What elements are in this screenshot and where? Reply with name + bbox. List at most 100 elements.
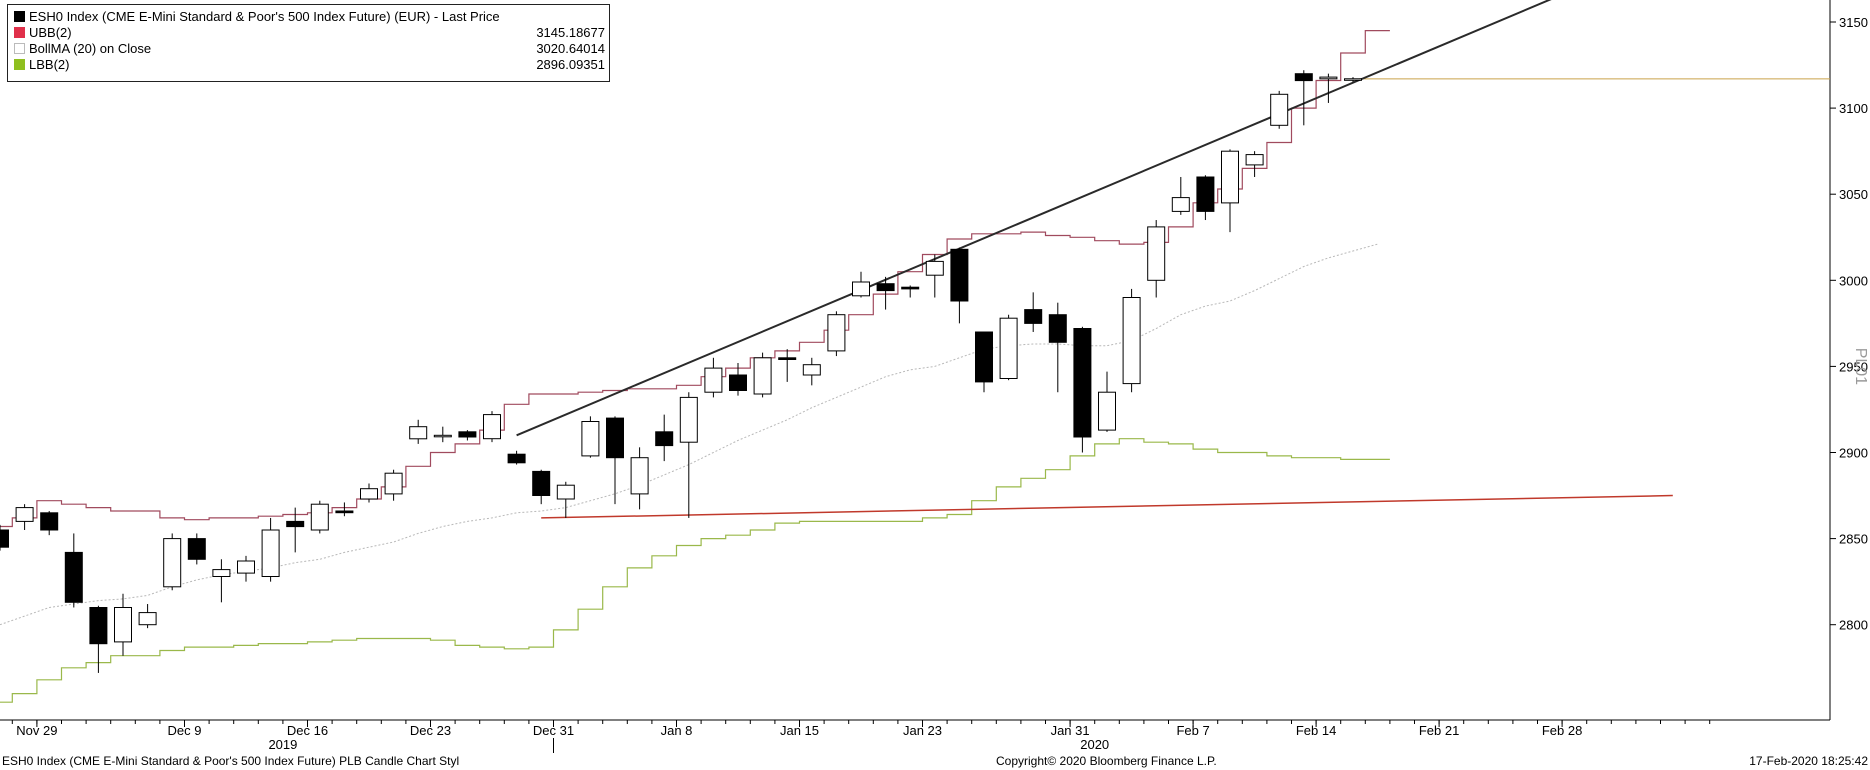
x-tick-label: Nov 29 — [16, 723, 57, 738]
resistance-trendline — [516, 0, 1552, 437]
candle-body — [704, 367, 723, 393]
candle-body — [1319, 76, 1338, 80]
candle-body — [360, 488, 378, 500]
candle-body — [433, 434, 452, 438]
x-tick-label: Feb 7 — [1176, 723, 1209, 738]
candle-body — [655, 431, 674, 447]
x-tick-label: Feb 28 — [1542, 723, 1582, 738]
candle-body — [999, 317, 1018, 380]
footer-copyright: Copyright© 2020 Bloomberg Finance L.P. — [996, 754, 1217, 768]
candle-body — [286, 520, 305, 528]
candle-body — [409, 426, 428, 440]
legend-item-price: ESH0 Index (CME E-Mini Standard & Poor's… — [14, 8, 605, 24]
candle-body — [64, 551, 83, 603]
candle-body — [852, 281, 870, 297]
legend-item-ubb: UBB(2) 3145.18677 — [14, 24, 605, 40]
candle-body — [40, 512, 59, 531]
legend-label: UBB(2) — [29, 24, 72, 40]
candle-body — [89, 607, 108, 645]
x-tick-label: Dec 23 — [410, 723, 451, 738]
candle-body — [1024, 309, 1043, 324]
x-year-label: 2019 — [268, 737, 297, 752]
candle-body — [556, 484, 575, 500]
candle-body — [679, 396, 698, 443]
candle-body — [802, 364, 821, 376]
candle-body — [1073, 328, 1092, 438]
candle-body — [753, 357, 772, 395]
legend-swatch-ubb — [14, 26, 25, 38]
candle-body — [925, 260, 944, 276]
candle-body — [507, 453, 526, 464]
x-tick-label: Dec 16 — [287, 723, 328, 738]
candle-body — [1294, 73, 1313, 82]
legend-swatch-lbb — [14, 58, 25, 70]
x-tick-label: Dec 9 — [168, 723, 202, 738]
y-tick-label: 2850 — [1839, 532, 1868, 547]
candle-body — [581, 421, 600, 457]
candle-body — [1048, 314, 1067, 343]
y-tick-label: 2800 — [1839, 618, 1868, 633]
x-tick-label: Dec 31 — [533, 723, 574, 738]
candle-body — [1245, 154, 1264, 166]
x-tick-label: Jan 31 — [1051, 723, 1090, 738]
candle-body — [114, 607, 132, 643]
candle-body — [261, 529, 280, 577]
y-tick-label: 2950 — [1839, 359, 1868, 374]
candle-body — [212, 569, 231, 577]
x-tick-label: Feb 14 — [1296, 723, 1336, 738]
legend-value: 3145.18677 — [536, 24, 605, 40]
ubb-series — [0, 30, 1390, 528]
candle-body — [163, 538, 182, 588]
legend-value: 2896.09351 — [536, 56, 605, 72]
legend-item-lbb: LBB(2) 2896.09351 — [14, 56, 605, 72]
candle-body — [187, 538, 206, 560]
footer-timestamp: 17-Feb-2020 18:25:42 — [1749, 754, 1868, 768]
y-tick-label: 3100 — [1839, 101, 1868, 116]
candle-body — [384, 472, 403, 495]
candle-body — [310, 503, 329, 531]
candle-body — [630, 457, 649, 495]
legend-item-ma: BollMA (20) on Close 3020.64014 — [14, 40, 605, 56]
candle-body — [1098, 391, 1116, 431]
candle-body — [950, 248, 969, 302]
legend-swatch-ma — [14, 42, 25, 54]
candle-body — [876, 283, 895, 292]
x-tick-label: Jan 23 — [903, 723, 942, 738]
x-year-label: 2020 — [1080, 737, 1109, 752]
candle-body — [729, 374, 747, 391]
lbb-series — [0, 438, 1390, 703]
y-tick-label: 2900 — [1839, 446, 1868, 461]
x-tick-label: Jan 8 — [661, 723, 693, 738]
candle-body — [1122, 297, 1141, 385]
candle-body — [1171, 197, 1190, 212]
y-tick-label: 3150 — [1839, 15, 1868, 30]
footer-chart-title: ESH0 Index (CME E-Mini Standard & Poor's… — [2, 754, 460, 768]
candle-body — [15, 507, 34, 522]
candle-body — [1147, 226, 1166, 281]
y-tick-label: 3000 — [1839, 273, 1868, 288]
legend-label: ESH0 Index (CME E-Mini Standard & Poor's… — [29, 8, 500, 24]
candle-body — [1196, 176, 1215, 212]
y-tick-label: 3050 — [1839, 187, 1868, 202]
candle-body — [237, 560, 255, 574]
candle-body — [335, 510, 354, 514]
candle-body — [532, 470, 551, 496]
y-axis-title: PL01 — [1852, 348, 1869, 385]
candle-body — [483, 414, 501, 440]
candle-body — [1270, 93, 1289, 126]
candle-body — [606, 417, 624, 459]
candle-body — [975, 331, 993, 383]
legend: ESH0 Index (CME E-Mini Standard & Poor's… — [7, 4, 610, 82]
candle-body — [0, 529, 9, 548]
candle-body — [1221, 150, 1239, 204]
candle-body — [1344, 78, 1362, 81]
legend-label: BollMA (20) on Close — [29, 40, 152, 56]
support-trendline — [541, 494, 1673, 519]
legend-label: LBB(2) — [29, 56, 70, 72]
candle-body — [138, 612, 157, 626]
candle-body — [901, 286, 920, 290]
candle-body — [827, 314, 846, 352]
candle-body — [778, 357, 797, 360]
legend-value: 3020.64014 — [536, 40, 605, 56]
